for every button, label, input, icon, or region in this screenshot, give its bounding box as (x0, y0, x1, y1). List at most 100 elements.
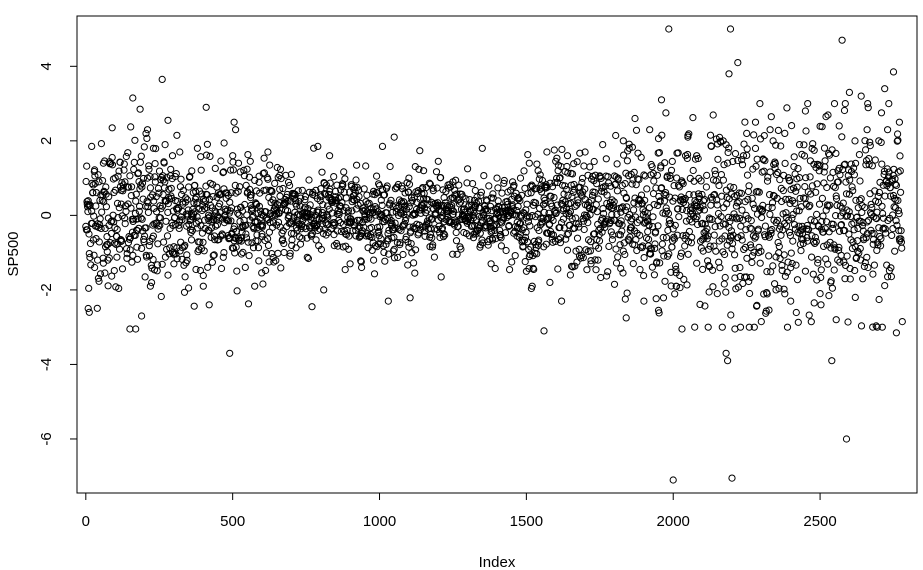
data-point (705, 288, 713, 296)
data-point (711, 223, 719, 231)
data-point (142, 224, 150, 232)
data-point (768, 199, 777, 207)
data-point (756, 100, 764, 108)
data-point (255, 178, 263, 186)
data-point (352, 176, 360, 184)
data-point (136, 158, 144, 166)
data-point (384, 230, 392, 238)
data-point (531, 199, 540, 207)
data-point (731, 274, 739, 282)
data-point (621, 295, 629, 303)
data-point (864, 216, 873, 224)
data-point (830, 182, 838, 190)
data-point (790, 221, 799, 229)
data-point (489, 236, 497, 244)
data-point (401, 202, 409, 210)
data-point (806, 173, 814, 181)
data-point (820, 179, 828, 187)
data-point (706, 131, 715, 139)
data-point (651, 240, 659, 248)
data-point (161, 253, 169, 261)
data-point (859, 275, 867, 283)
data-point (665, 216, 674, 224)
data-point (158, 75, 166, 84)
data-point (864, 100, 872, 108)
data-point (743, 145, 751, 153)
data-point (674, 149, 682, 157)
data-point (163, 173, 171, 181)
data-point (668, 243, 676, 251)
data-point (765, 252, 773, 260)
data-point (120, 160, 128, 168)
data-point (402, 213, 410, 222)
data-point (821, 157, 829, 165)
data-point (791, 199, 799, 207)
data-point (745, 182, 753, 190)
data-point (197, 153, 205, 161)
data-point (665, 250, 673, 258)
data-point (449, 210, 457, 218)
data-point (783, 268, 791, 276)
data-point (134, 169, 142, 177)
data-point (815, 167, 823, 175)
data-point (587, 196, 595, 204)
data-point (623, 157, 632, 165)
data-point (354, 224, 362, 232)
data-point (91, 179, 99, 188)
data-point (776, 254, 784, 263)
data-point (756, 135, 765, 143)
data-point (767, 113, 775, 121)
data-point (777, 184, 785, 192)
data-point (736, 263, 744, 272)
data-point (658, 247, 666, 255)
data-point (639, 242, 647, 250)
data-point (617, 204, 626, 212)
data-point (115, 284, 123, 292)
data-point (312, 186, 320, 194)
data-point (94, 171, 102, 179)
data-point (330, 231, 338, 239)
data-point (829, 220, 837, 228)
data-point (219, 169, 227, 177)
data-point (117, 236, 125, 244)
data-point (449, 250, 457, 258)
data-point (628, 143, 637, 151)
data-point (814, 255, 822, 264)
data-point (181, 273, 189, 281)
data-point (659, 294, 668, 302)
data-point (582, 246, 590, 254)
data-point (553, 154, 561, 162)
data-point (892, 329, 901, 337)
data-point (754, 225, 763, 233)
data-point (167, 165, 175, 173)
data-point (650, 271, 659, 279)
data-point (428, 234, 436, 242)
data-point (510, 181, 518, 189)
data-point (713, 196, 721, 204)
data-point (276, 165, 285, 173)
data-point (430, 253, 438, 261)
data-point (618, 221, 626, 229)
data-point (139, 174, 147, 183)
data-point (678, 178, 686, 186)
data-point (568, 215, 576, 223)
data-point (849, 187, 857, 195)
data-point (232, 189, 240, 197)
data-point (262, 249, 270, 257)
data-point (412, 246, 420, 254)
data-point (98, 208, 106, 216)
data-point (801, 267, 810, 275)
data-point (734, 59, 742, 67)
data-point (126, 325, 134, 333)
data-point (666, 171, 674, 180)
data-point (629, 260, 637, 268)
data-point (370, 256, 378, 264)
data-point (645, 221, 653, 229)
data-point (339, 181, 347, 189)
data-point (173, 131, 181, 139)
data-point (133, 243, 141, 251)
data-point (268, 188, 276, 196)
data-point (154, 225, 162, 233)
data-point (226, 207, 234, 215)
data-point (748, 252, 757, 260)
